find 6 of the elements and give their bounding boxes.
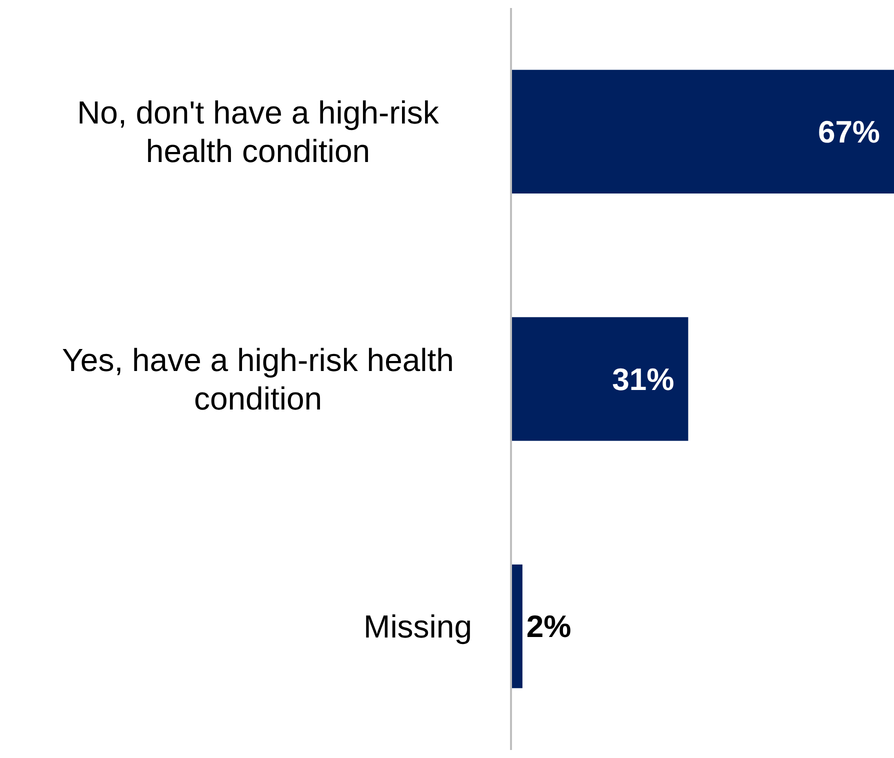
y-tick-label: Missing [364, 608, 472, 645]
data-label: 31% [612, 362, 674, 397]
data-label: 67% [818, 114, 880, 150]
y-tick-label: Yes, have a high-risk health condition [62, 342, 454, 416]
y-tick-label: No, don't have a high-risk health condition [77, 94, 440, 170]
data-label: 2% [526, 609, 572, 644]
